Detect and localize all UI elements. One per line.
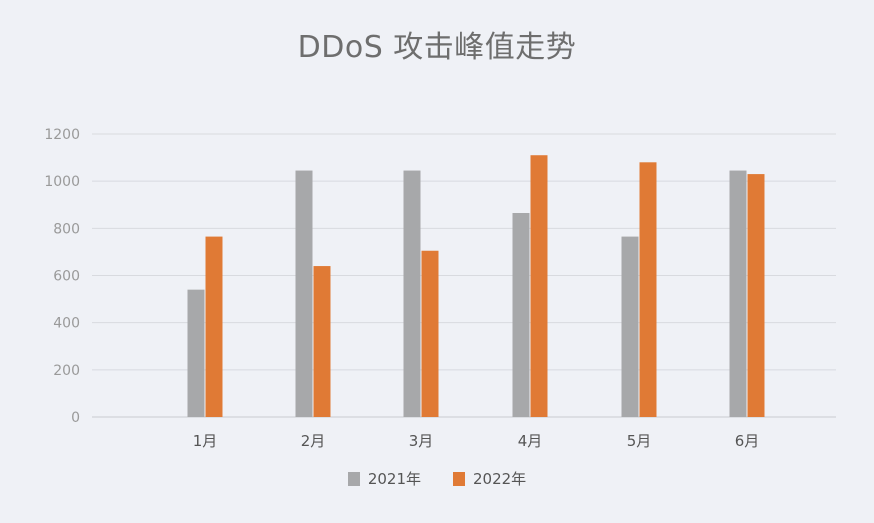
x-tick-label: 5月 <box>627 432 652 450</box>
x-tick-label: 1月 <box>193 432 218 450</box>
y-tick-label: 400 <box>53 316 80 332</box>
bar-2022年-6月 <box>747 174 765 417</box>
x-tick-label: 2月 <box>301 432 326 450</box>
legend-swatch-2021 <box>347 471 360 486</box>
bar-2021年-2月 <box>295 170 313 417</box>
bar-2021年-1月 <box>187 289 205 417</box>
y-tick-label: 200 <box>53 363 80 379</box>
bar-2022年-3月 <box>421 250 439 417</box>
y-tick-label: 1200 <box>44 127 80 143</box>
x-tick-label: 4月 <box>518 432 543 450</box>
bar-2022年-5月 <box>639 162 657 417</box>
legend-label-2022: 2022年 <box>473 470 527 488</box>
bar-2021年-4月 <box>512 213 530 417</box>
chart-legend: 2021年 2022年 <box>0 468 874 489</box>
y-tick-label: 0 <box>71 410 80 426</box>
x-tick-label: 6月 <box>735 432 760 450</box>
bar-2021年-6月 <box>729 170 747 417</box>
chart-title: DDoS 攻击峰值走势 <box>297 30 577 65</box>
bar-2022年-4月 <box>530 155 548 417</box>
bar-2022年-2月 <box>313 266 331 417</box>
x-tick-label: 3月 <box>409 432 434 450</box>
bar-2022年-1月 <box>205 236 223 417</box>
legend-label-2021: 2021年 <box>367 470 421 488</box>
y-tick-label: 1000 <box>44 174 80 190</box>
bar-2021年-5月 <box>621 236 639 417</box>
legend-swatch-2022 <box>453 471 465 486</box>
legend-item-2021: 2021年 <box>347 468 421 489</box>
y-tick-label: 800 <box>53 221 80 237</box>
bar-2021年-3月 <box>403 170 421 417</box>
legend-item-2022: 2022年 <box>453 468 526 489</box>
y-tick-label: 600 <box>53 269 80 285</box>
